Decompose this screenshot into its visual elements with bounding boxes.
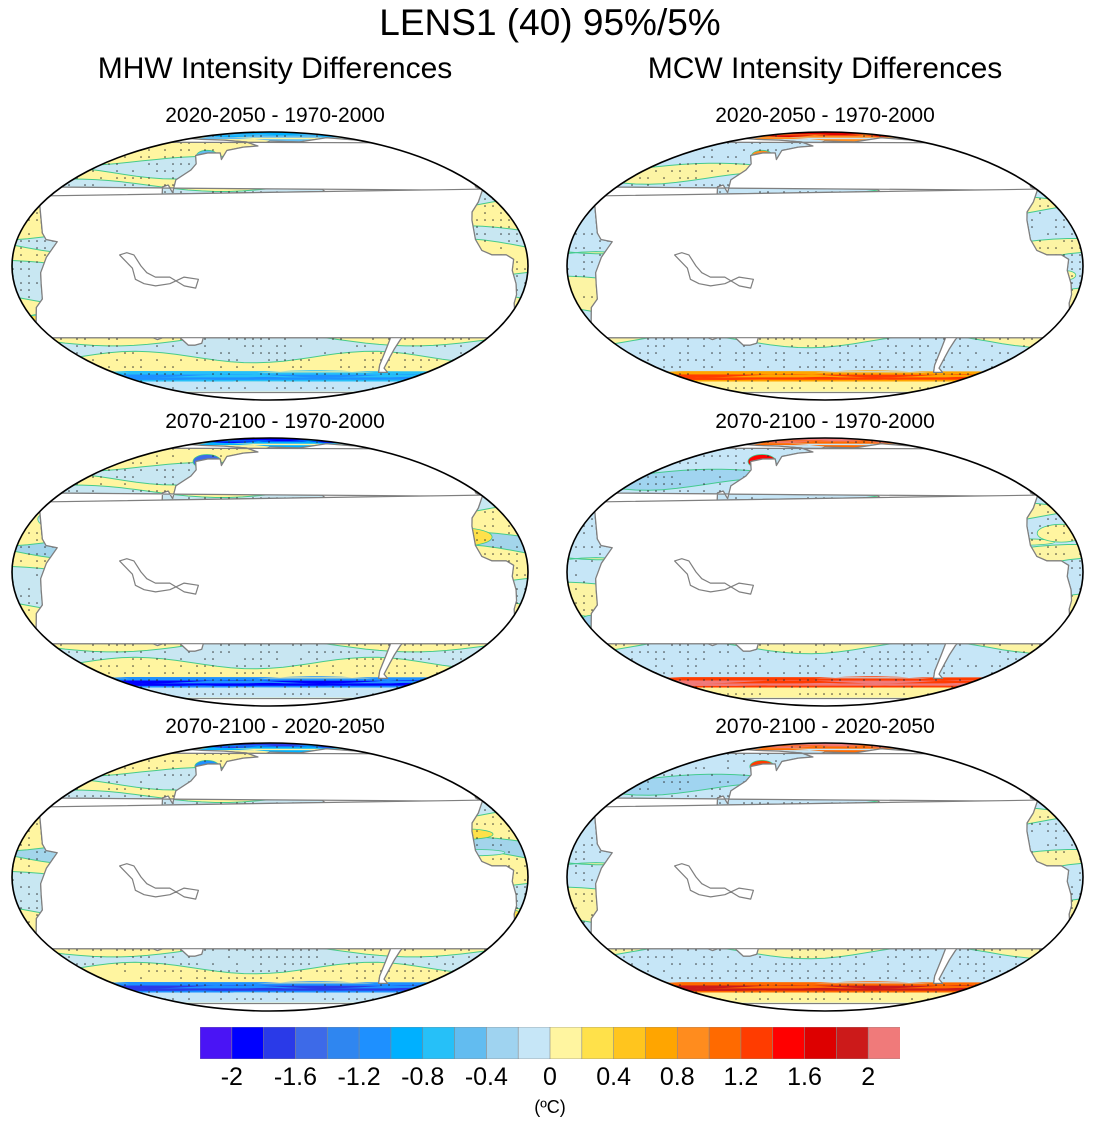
- colorbar-swatch-16: [708, 1026, 742, 1060]
- colorbar-swatch-10: [517, 1026, 551, 1060]
- antarctic-fringe: [48, 381, 492, 392]
- column-title-mhw: MHW Intensity Differences: [97, 52, 453, 85]
- colorbar-swatch-0: [199, 1026, 233, 1060]
- colorbar-tick-label: 0.8: [659, 1063, 695, 1091]
- landmass-indonesia: [674, 863, 754, 900]
- colorbar-swatch-7: [422, 1026, 456, 1060]
- map-frame: [11, 131, 529, 401]
- landmass-africa: [578, 188, 1073, 339]
- landmass-indonesia: [119, 252, 199, 289]
- colorbar-tick-label: 0: [543, 1063, 557, 1091]
- colorbar-swatch-6: [390, 1026, 424, 1060]
- landmass-indonesia: [119, 863, 199, 900]
- panel-title-mcw-2070-1970: 2070-2100 - 1970-2000: [715, 410, 935, 433]
- column-title-mcw: MCW Intensity Differences: [647, 52, 1003, 85]
- colorbar-tick-label: 0.4: [596, 1063, 632, 1091]
- landmass-africa: [578, 799, 1073, 950]
- colorbar-swatch-12: [581, 1026, 615, 1060]
- map-mhw-2070-2020: [10, 741, 530, 1013]
- colorbar-swatch-17: [740, 1026, 774, 1060]
- southern-ocean-band-core: [46, 985, 493, 991]
- map-frame: [566, 742, 1084, 1012]
- colorbar-tick-label: -1.2: [337, 1063, 381, 1091]
- landmass-africa: [23, 799, 518, 950]
- map-frame: [566, 131, 1084, 401]
- panel-title-mhw-2020-1970: 2020-2050 - 1970-2000: [165, 104, 385, 127]
- colorbar-swatch-11: [549, 1026, 583, 1060]
- colorbar-tick-label: -1.6: [273, 1063, 317, 1091]
- colorbar-swatch-8: [454, 1026, 487, 1060]
- colorbar-tick-label: 2: [861, 1063, 876, 1091]
- southern-ocean-band-core: [46, 680, 493, 686]
- southern-ocean-band-core: [46, 374, 493, 380]
- colorbar-tick-label: 1.2: [723, 1063, 759, 1091]
- map-frame: [11, 742, 529, 1012]
- map-mhw-2020-1970: [10, 130, 530, 402]
- colorbar-swatch-9: [486, 1026, 519, 1060]
- panel-title-mhw-2070-1970: 2070-2100 - 1970-2000: [165, 410, 385, 433]
- panel-title-mcw-2070-2020: 2070-2100 - 2020-2050: [715, 715, 935, 738]
- map-mcw-2070-1970: [565, 436, 1085, 708]
- landmass-africa: [578, 494, 1073, 645]
- colorbar-swatch-4: [326, 1026, 360, 1060]
- antarctic-fringe: [603, 381, 1047, 392]
- southern-ocean-band-core: [601, 680, 1048, 686]
- landmass-indonesia: [119, 558, 199, 595]
- colorbar-unit: (ºC): [534, 1097, 566, 1117]
- map-mcw-2070-2020: [565, 741, 1085, 1013]
- southern-ocean-band-core: [601, 374, 1048, 380]
- colorbar-tick-label: -0.8: [401, 1063, 445, 1091]
- panel-title-mcw-2020-1970: 2020-2050 - 1970-2000: [715, 104, 935, 127]
- colorbar-swatch-15: [676, 1026, 710, 1060]
- colorbar-swatch-2: [263, 1026, 297, 1060]
- colorbar-swatch-14: [645, 1026, 678, 1060]
- colorbar-swatch-3: [295, 1026, 328, 1060]
- colorbar-swatch-1: [231, 1026, 265, 1060]
- map-frame: [11, 437, 529, 707]
- antarctic-fringe: [603, 992, 1047, 1003]
- colorbar-swatch-13: [613, 1026, 647, 1060]
- landmass-africa: [23, 494, 518, 645]
- landmass-indonesia: [674, 558, 754, 595]
- panel-title-mhw-2070-2020: 2070-2100 - 2020-2050: [165, 715, 385, 738]
- antarctic-fringe: [48, 992, 492, 1003]
- colorbar-swatch-5: [358, 1026, 392, 1060]
- landmass-africa: [23, 188, 518, 339]
- colorbar-tick-label: 1.6: [787, 1063, 822, 1091]
- colorbar-tick-label: -0.4: [464, 1063, 508, 1091]
- antarctic-fringe: [48, 687, 492, 698]
- landmass-indonesia: [674, 252, 754, 289]
- colorbar-swatch-18: [772, 1026, 806, 1060]
- map-mcw-2020-1970: [565, 130, 1085, 402]
- colorbar-swatch-19: [804, 1026, 837, 1060]
- anomaly-patch: [1036, 523, 1083, 543]
- map-frame: [566, 437, 1084, 707]
- colorbar: [199, 1026, 901, 1060]
- colorbar-tick-label: -2: [220, 1063, 243, 1091]
- southern-ocean-band-core: [601, 985, 1048, 991]
- map-mhw-2070-1970: [10, 436, 530, 708]
- figure-title: LENS1 (40) 95%/5%: [379, 2, 721, 43]
- colorbar-swatch-21: [867, 1026, 901, 1060]
- colorbar-swatch-20: [836, 1026, 869, 1060]
- antarctic-fringe: [603, 687, 1047, 698]
